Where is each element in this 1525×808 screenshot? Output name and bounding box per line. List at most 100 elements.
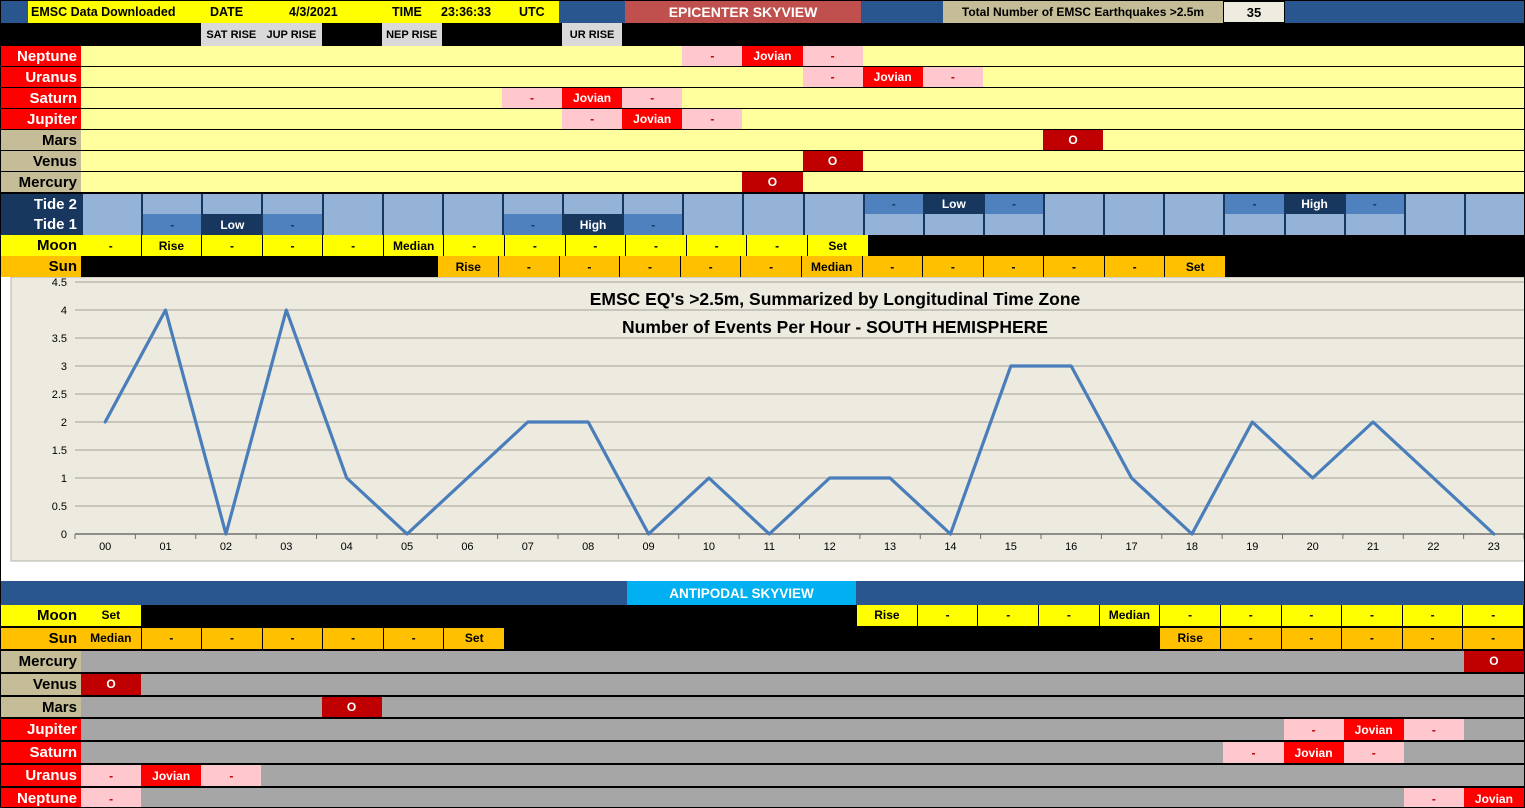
hour-cell[interactable] (923, 130, 983, 150)
marker-cell[interactable]: O (81, 673, 142, 695)
hour-cell[interactable] (141, 256, 201, 277)
marker-cell[interactable]: - (680, 256, 742, 277)
hour-cell[interactable] (622, 194, 682, 214)
marker-cell[interactable]: - (1220, 627, 1282, 649)
hour-cell[interactable] (562, 130, 622, 150)
hour-cell[interactable] (322, 67, 382, 87)
hour-cell[interactable] (261, 605, 321, 626)
hour-cell[interactable] (562, 194, 622, 214)
hour-cell[interactable] (201, 67, 261, 87)
hour-cell[interactable] (1344, 88, 1404, 108)
hour-cell[interactable] (1344, 697, 1404, 718)
marker-cell[interactable]: - (686, 235, 748, 256)
hour-cell[interactable] (1404, 172, 1464, 192)
hour-cell[interactable] (81, 256, 141, 277)
hour-cell[interactable] (322, 88, 382, 108)
hour-cell[interactable] (682, 697, 742, 718)
hour-cell[interactable] (742, 697, 802, 718)
hour-cell[interactable] (928, 235, 988, 256)
hour-cell[interactable] (803, 628, 863, 649)
hour-cell[interactable] (863, 88, 923, 108)
hour-cell[interactable] (1404, 742, 1464, 763)
hour-cell[interactable] (742, 67, 802, 87)
hour-cell[interactable] (803, 88, 863, 108)
hour-cell[interactable] (1464, 697, 1524, 718)
hour-cell[interactable] (1103, 130, 1163, 150)
hour-cell[interactable] (442, 742, 502, 763)
hour-cell[interactable] (622, 719, 682, 740)
hour-cell[interactable] (81, 194, 141, 214)
marker-cell[interactable]: Rise (141, 235, 203, 256)
hour-cell[interactable] (442, 172, 502, 192)
hour-cell[interactable] (201, 674, 261, 695)
hour-cell[interactable] (863, 172, 923, 192)
marker-cell[interactable]: - (622, 88, 683, 108)
hour-cell[interactable] (923, 742, 983, 763)
hour-cell[interactable] (1286, 235, 1346, 256)
marker-cell[interactable]: O (802, 151, 863, 171)
hour-cell[interactable] (1344, 674, 1404, 695)
hour-cell[interactable] (863, 765, 923, 786)
hour-cell[interactable] (1103, 742, 1163, 763)
hour-cell[interactable] (322, 788, 382, 807)
hour-cell[interactable] (322, 651, 382, 672)
hour-cell[interactable] (1464, 235, 1524, 256)
hour-cell[interactable] (382, 67, 442, 87)
hour-cell[interactable] (1463, 194, 1524, 214)
hour-cell[interactable] (1284, 67, 1344, 87)
hour-cell[interactable] (1163, 674, 1223, 695)
hour-cell[interactable] (983, 697, 1043, 718)
hour-cell[interactable] (1223, 788, 1283, 807)
hour-cell[interactable] (201, 697, 261, 718)
row-label[interactable]: Jupiter (1, 109, 81, 129)
hour-cell[interactable] (201, 88, 261, 108)
hour-cell[interactable] (382, 674, 442, 695)
hour-cell[interactable] (1163, 88, 1223, 108)
hour-cell[interactable] (141, 23, 201, 46)
hour-cell[interactable] (1103, 151, 1163, 171)
hour-cell[interactable] (1344, 130, 1404, 150)
hour-cell[interactable] (1345, 256, 1405, 277)
hour-cell[interactable] (502, 674, 562, 695)
hour-cell[interactable] (261, 719, 321, 740)
hour-cell[interactable] (382, 742, 442, 763)
marker-cell[interactable]: - (626, 235, 687, 256)
hour-cell[interactable] (862, 214, 923, 235)
hour-cell[interactable] (983, 109, 1043, 129)
hour-cell[interactable] (983, 151, 1043, 171)
hour-cell[interactable] (1103, 172, 1163, 192)
hour-cell[interactable] (803, 109, 863, 129)
rise-label-cell[interactable]: NEP RISE (381, 23, 442, 46)
hour-cell[interactable] (1284, 88, 1344, 108)
hour-cell[interactable] (803, 23, 863, 46)
time-value[interactable]: 23:36:33 (441, 5, 492, 19)
marker-cell[interactable]: - (501, 214, 562, 235)
hour-cell[interactable] (863, 151, 923, 171)
hour-cell[interactable] (502, 46, 562, 66)
hour-cell[interactable] (201, 46, 261, 66)
hour-cell[interactable] (562, 651, 622, 672)
hour-cell[interactable] (1103, 765, 1163, 786)
hour-cell[interactable] (1344, 46, 1404, 66)
hour-cell[interactable] (983, 67, 1043, 87)
hour-cell[interactable] (260, 256, 320, 277)
marker-cell[interactable]: - (201, 765, 262, 787)
hour-cell[interactable] (442, 109, 502, 129)
hour-cell[interactable] (1043, 674, 1103, 695)
hour-cell[interactable] (1405, 256, 1465, 277)
row-label[interactable]: Jupiter (1, 719, 81, 741)
hour-cell[interactable] (1223, 88, 1283, 108)
marker-cell[interactable]: O (1463, 650, 1524, 672)
hour-cell[interactable] (442, 67, 502, 87)
hour-cell[interactable] (742, 765, 802, 786)
hour-cell[interactable] (81, 214, 141, 235)
hour-cell[interactable] (983, 719, 1043, 740)
hour-cell[interactable] (1163, 697, 1223, 718)
row-label[interactable]: Neptune (1, 788, 81, 807)
hour-cell[interactable] (201, 605, 261, 626)
rise-label-cell[interactable]: UR RISE (562, 23, 623, 46)
hour-cell[interactable] (81, 23, 141, 46)
hour-cell[interactable] (1043, 697, 1103, 718)
hour-cell[interactable] (1163, 765, 1223, 786)
hour-cell[interactable] (923, 765, 983, 786)
